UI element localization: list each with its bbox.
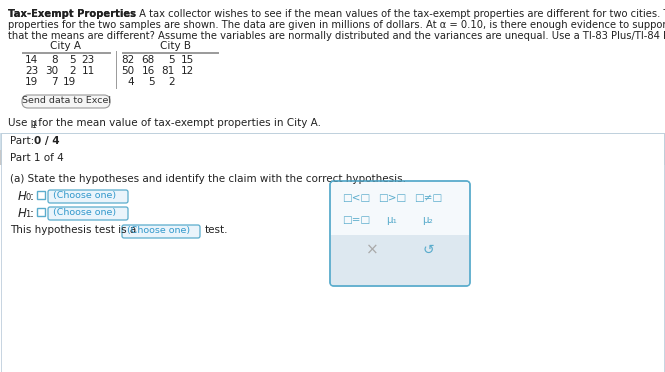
Text: 5: 5 <box>168 55 175 65</box>
Polygon shape <box>119 211 125 216</box>
Text: H: H <box>18 190 27 203</box>
Text: 12: 12 <box>181 66 194 76</box>
Text: 5: 5 <box>69 55 76 65</box>
Text: Tax-Exempt Properties: Tax-Exempt Properties <box>8 9 136 19</box>
Text: 19: 19 <box>25 77 38 87</box>
Text: 2: 2 <box>69 66 76 76</box>
Bar <box>37 208 45 216</box>
Text: that the means are different? Assume the variables are normally distributed and : that the means are different? Assume the… <box>8 31 665 41</box>
Text: □>□: □>□ <box>378 193 406 203</box>
Text: Send data to Excel: Send data to Excel <box>21 96 110 105</box>
Text: 4: 4 <box>128 77 134 87</box>
Text: for the mean value of tax-exempt properties in City A.: for the mean value of tax-exempt propert… <box>35 118 321 128</box>
Bar <box>0 165 665 372</box>
Text: ×: × <box>366 243 378 258</box>
Text: A tax collector wishes to see if the mean values of the tax-exempt properties ar: A tax collector wishes to see if the mea… <box>136 9 665 19</box>
Text: H: H <box>18 207 27 220</box>
Text: City B: City B <box>160 41 190 51</box>
Bar <box>0 133 665 150</box>
Text: 0 / 4: 0 / 4 <box>34 136 60 146</box>
Text: □=□: □=□ <box>342 215 370 225</box>
Text: (Choose one): (Choose one) <box>53 191 116 200</box>
Bar <box>37 191 45 199</box>
Text: Use μ: Use μ <box>8 118 37 128</box>
Text: μ₁: μ₁ <box>386 215 397 225</box>
Text: Part 1 of 4: Part 1 of 4 <box>10 153 64 163</box>
Bar <box>1 133 664 372</box>
Text: test.: test. <box>205 225 229 235</box>
Bar <box>65 138 195 145</box>
Text: 1: 1 <box>31 121 36 130</box>
Text: 8: 8 <box>51 55 58 65</box>
Text: 50: 50 <box>121 66 134 76</box>
FancyBboxPatch shape <box>122 225 200 238</box>
Text: 19: 19 <box>63 77 76 87</box>
Text: ↺: ↺ <box>422 243 434 257</box>
Text: This hypothesis test is a: This hypothesis test is a <box>10 225 136 235</box>
Text: Part:: Part: <box>10 136 37 146</box>
Text: 81: 81 <box>162 66 175 76</box>
Text: (Choose one): (Choose one) <box>127 226 190 235</box>
Text: 2: 2 <box>168 77 175 87</box>
Text: (Choose one): (Choose one) <box>53 208 116 217</box>
Text: 15: 15 <box>181 55 194 65</box>
Text: 11: 11 <box>82 66 95 76</box>
Text: 23: 23 <box>25 66 38 76</box>
FancyBboxPatch shape <box>48 207 128 220</box>
Polygon shape <box>119 194 125 199</box>
Text: (a) State the hypotheses and identify the claim with the correct hypothesis.: (a) State the hypotheses and identify th… <box>10 174 406 184</box>
Text: properties for the two samples are shown. The data are given in millions of doll: properties for the two samples are shown… <box>8 20 665 30</box>
Polygon shape <box>191 229 197 234</box>
Text: 30: 30 <box>45 66 58 76</box>
FancyBboxPatch shape <box>22 95 110 108</box>
Bar <box>0 150 665 165</box>
Text: 23: 23 <box>82 55 95 65</box>
Text: □≠□: □≠□ <box>414 193 442 203</box>
Text: Tax-Exempt Properties: Tax-Exempt Properties <box>8 9 136 19</box>
Text: 7: 7 <box>51 77 58 87</box>
FancyBboxPatch shape <box>48 190 128 203</box>
Text: :: : <box>30 190 34 203</box>
Text: 14: 14 <box>25 55 38 65</box>
Text: 68: 68 <box>142 55 155 65</box>
Text: City A: City A <box>49 41 80 51</box>
Text: 82: 82 <box>121 55 134 65</box>
Bar <box>331 235 469 285</box>
Text: 16: 16 <box>142 66 155 76</box>
FancyBboxPatch shape <box>330 181 470 286</box>
Text: □<□: □<□ <box>342 193 370 203</box>
Text: :: : <box>30 207 34 220</box>
Text: 0: 0 <box>25 193 30 202</box>
Text: μ₂: μ₂ <box>422 215 433 225</box>
Text: 5: 5 <box>148 77 155 87</box>
Text: 1: 1 <box>25 210 30 219</box>
